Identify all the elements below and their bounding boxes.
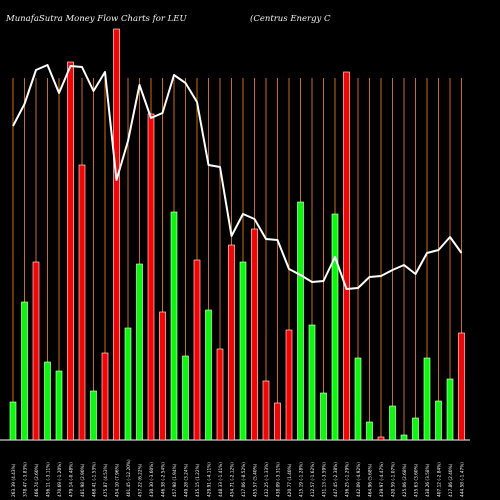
x-tick-label: 454.71 (-2.12%) — [230, 462, 236, 497]
x-tick-label: 448.33 (-1.41%) — [218, 462, 224, 497]
money-flow-bar — [32, 261, 40, 441]
money-flow-bar — [274, 402, 281, 441]
x-tick-label: 430.30 (-3.60%) — [149, 462, 155, 497]
x-tick-label: 417.06 (-8.52%) — [241, 462, 247, 497]
money-flow-bar — [216, 348, 224, 441]
x-tick-label: 466.74 (2.60%) — [34, 463, 40, 497]
money-flow-bar — [136, 263, 143, 441]
money-flow-bar — [55, 370, 63, 441]
money-flow-bar — [67, 61, 74, 441]
money-flow-bar — [308, 324, 316, 441]
x-tick-label: 449.28 (3.24%) — [184, 463, 190, 497]
money-flow-bar — [262, 380, 270, 441]
x-tick-label: 464.96 (5.68%) — [368, 463, 374, 497]
money-flow-bar — [343, 71, 350, 441]
money-flow-bar — [193, 259, 201, 441]
x-tick-label: 438.09 (-3.31%) — [276, 462, 282, 497]
money-flow-bar — [331, 213, 339, 441]
x-tick-label: 435.15 (1.22%) — [195, 463, 201, 497]
x-tick-label: 442.09 (-4.92%) — [356, 462, 362, 497]
x-tick-label: 447.45 (-2.38%) — [333, 462, 339, 497]
money-flow-bar — [205, 309, 212, 441]
x-tick-label: 420.59 (-1.07%) — [391, 462, 397, 497]
x-tick-label: 456.11 (-3.11%) — [46, 462, 52, 497]
money-flow-bar — [435, 400, 442, 441]
price-series — [12, 64, 463, 290]
money-flow-bar — [44, 361, 51, 441]
money-flow-bar — [182, 355, 189, 441]
x-tick-label: 446.38 (-2.54%) — [161, 462, 167, 497]
money-flow-bar — [21, 301, 28, 441]
x-tick-label: 429.91 (-4.11%) — [207, 462, 213, 497]
x-tick-label: 468.41 (-1.53%) — [92, 462, 98, 497]
x-tick-label: 435.63 (3.60%) — [414, 463, 420, 497]
x-tick-label: 436.25 (-1.29%) — [345, 462, 351, 497]
x-tick-label: 470.69 (-1.20%) — [57, 462, 63, 497]
money-flow-bar — [170, 211, 178, 441]
money-flow-bar — [228, 244, 235, 441]
money-flow-bar — [400, 434, 408, 441]
money-flow-bar — [354, 357, 362, 441]
money-flow-bar — [423, 357, 431, 441]
x-tick-label: 444.58 (-1.47%) — [460, 462, 466, 497]
money-flow-bar — [113, 28, 120, 441]
money-flow-bar — [366, 421, 373, 441]
money-flow-bar — [458, 332, 465, 441]
money-flow-bar — [90, 390, 97, 441]
x-tick-label: 479.14 (-0.48%) — [69, 462, 75, 497]
money-flow-bar — [124, 327, 132, 441]
bar-series — [9, 28, 465, 441]
money-flow-bar — [446, 378, 454, 441]
x-tick-label: 455.57 (5.40%) — [253, 463, 259, 497]
x-tick-label: 412.57 (-1.62%) — [310, 462, 316, 497]
price-line — [12, 64, 463, 290]
money-flow-bar — [147, 113, 155, 441]
x-tick-label: 481.98 (2.90%) — [80, 463, 86, 497]
money-flow-bar — [377, 436, 385, 441]
x-tick-label: 415.19 (-1.28%) — [299, 462, 305, 497]
money-flow-bar — [251, 228, 258, 441]
x-tick-label: 457.98 (1.94%) — [172, 463, 178, 497]
chart-subtitle: (Centrus Energy C — [250, 14, 331, 24]
x-tick-label: 475.87 (4.53%) — [103, 463, 109, 497]
x-tick-label: 263.39 (4.43%) — [11, 463, 17, 497]
x-tick-label: 454.10 (7.96%) — [115, 463, 121, 497]
x-tick-label: 378.47 (-3.83%) — [23, 462, 29, 497]
x-tick-label: 438.26 (3.58%) — [425, 463, 431, 497]
money-flow-bar — [78, 164, 86, 441]
x-tick-labels: 263.39 (4.43%) 378.47 (-3.83%) 466.74 (2.6… — [11, 459, 466, 497]
x-tick-label: 432.25 (-1.33%) — [264, 462, 270, 497]
x-tick-label: 425.06 (2.68%) — [402, 463, 408, 497]
money-flow-bar — [285, 329, 293, 441]
money-flow-bar — [9, 401, 17, 441]
x-tick-label: 417.86 (2.40%) — [448, 463, 454, 497]
x-tick-label: 420.77 (1.40%) — [287, 463, 293, 497]
x-tick-label: 457.22 (6.22%) — [138, 463, 144, 497]
money-flow-bar — [159, 311, 166, 441]
money-flow-bar — [320, 392, 327, 441]
money-flow-bar — [389, 405, 396, 441]
money-flow-bar — [412, 417, 419, 441]
x-tick-label: 431.13 (-3.59%) — [322, 462, 328, 497]
x-tick-label: 401.45 (-12.20%) — [126, 459, 132, 497]
x-tick-label: 407.12 (-2.84%) — [437, 462, 443, 497]
chart-title: MunafaSutra Money Flow Charts for LEU — [6, 14, 187, 24]
x-tick-label: 439.97 (-4.47%) — [379, 462, 385, 497]
money-flow-bar — [239, 261, 247, 441]
money-flow-bar — [297, 201, 304, 441]
money-flow-bar — [101, 352, 109, 441]
